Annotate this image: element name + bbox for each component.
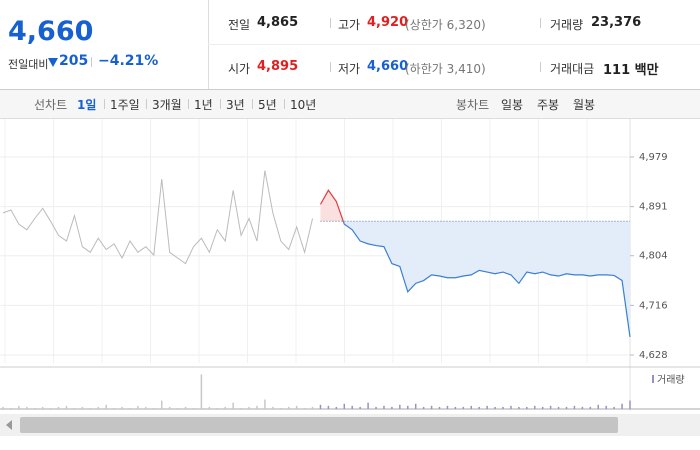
info-value: 23,376 xyxy=(591,15,642,30)
separator xyxy=(220,99,221,109)
header-border xyxy=(0,89,700,90)
y-tick-label: 4,891 xyxy=(639,202,668,213)
legend-label: 거래량 xyxy=(657,374,685,386)
info-label: 거래량 xyxy=(550,18,584,32)
tab-bar: 선차트 봉차트 1일 1주일 3개월 1년 3년 5년 10년 일봉 주봉 월봉 xyxy=(0,90,700,119)
area-below xyxy=(320,221,630,337)
legend-swatch xyxy=(652,375,654,383)
info-value: 4,660 xyxy=(367,59,409,74)
info-label: 고가 xyxy=(338,18,361,32)
period-tab[interactable]: 주봉 xyxy=(537,98,560,112)
period-tab[interactable]: 1일 xyxy=(77,98,97,112)
info-value: 4,865 xyxy=(257,15,299,30)
info-note: (하한가 3,410) xyxy=(405,62,486,76)
period-tab[interactable]: 3년 xyxy=(226,98,245,112)
down-arrow xyxy=(48,58,58,67)
chart: 4,979 4,891 4,804 4,716 4,628 거래량 xyxy=(0,119,700,411)
info-value: 111 백만 xyxy=(603,63,659,78)
area-above xyxy=(320,190,344,222)
separator xyxy=(252,99,253,109)
price-box: 4,660 전일대비 205 −4.21% xyxy=(0,0,209,90)
change: 205 xyxy=(59,53,89,69)
period-tab[interactable]: 10년 xyxy=(290,98,317,112)
info-label: 시가 xyxy=(228,62,251,76)
row-divider xyxy=(208,44,700,45)
info-label: 전일 xyxy=(228,18,251,32)
period-tab[interactable]: 3개월 xyxy=(152,98,182,112)
current-price: 4,660 xyxy=(8,16,94,47)
y-tick-label: 4,628 xyxy=(639,350,668,361)
period-tab[interactable]: 1년 xyxy=(194,98,213,112)
candle-chart-label: 봉차트 xyxy=(456,98,490,112)
period-tab[interactable]: 일봉 xyxy=(501,98,524,112)
line-chart-label: 선차트 xyxy=(34,98,68,112)
period-tab[interactable]: 5년 xyxy=(258,98,277,112)
y-tick-label: 4,804 xyxy=(639,251,668,262)
period-tab[interactable]: 월봉 xyxy=(573,98,596,112)
y-tick-label: 4,716 xyxy=(639,300,668,311)
info-note: (상한가 6,320) xyxy=(405,18,486,32)
info-label: 저가 xyxy=(338,62,361,76)
info-label: 거래대금 xyxy=(550,62,595,76)
change-label: 전일대비 xyxy=(8,58,49,71)
scroll-left[interactable] xyxy=(6,420,14,430)
prev-line xyxy=(2,170,314,265)
scroll-thumb[interactable] xyxy=(20,417,618,433)
period-tab[interactable]: 1주일 xyxy=(110,98,140,112)
info-value: 4,920 xyxy=(367,15,409,30)
y-tick-label: 4,979 xyxy=(639,152,668,163)
separator xyxy=(104,99,105,109)
price-line-below xyxy=(342,221,631,338)
change-rate: −4.21% xyxy=(98,53,159,69)
separator xyxy=(188,99,189,109)
info-value: 4,895 xyxy=(257,59,299,74)
scrollbar[interactable] xyxy=(0,414,700,436)
separator xyxy=(284,99,285,109)
separator xyxy=(146,99,147,109)
